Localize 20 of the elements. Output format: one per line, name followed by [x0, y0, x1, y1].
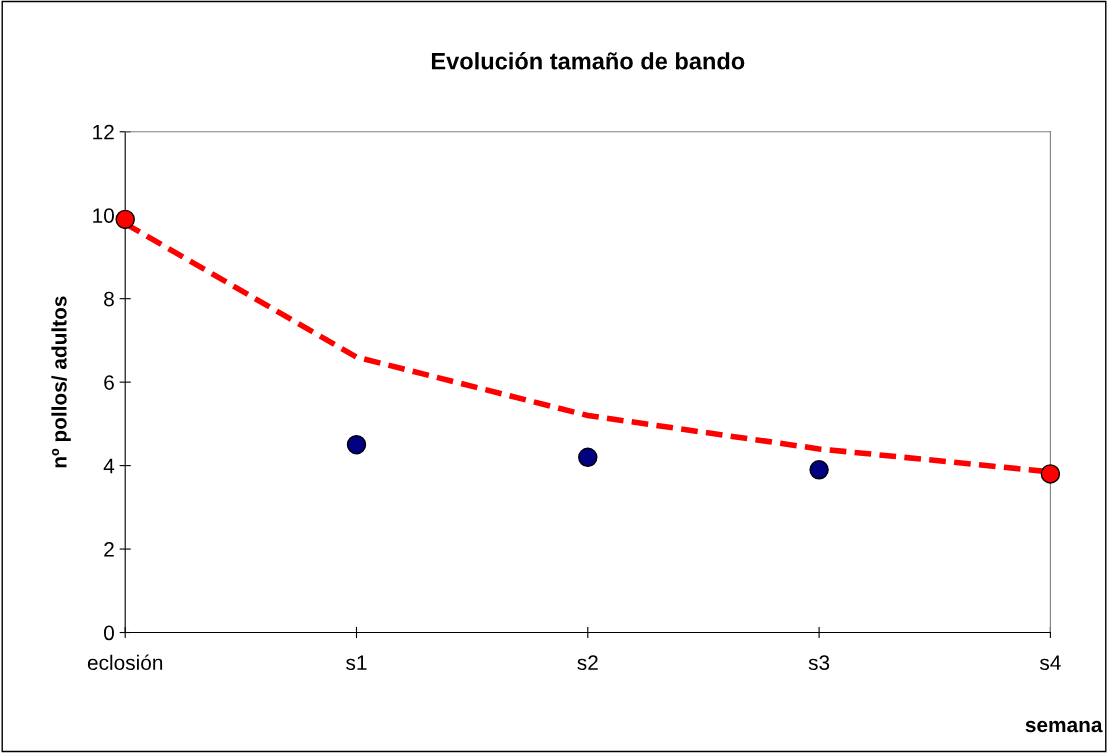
x-tick-label: s3 — [808, 655, 830, 671]
point — [346, 435, 367, 455]
x-tick-label: eclosión — [87, 654, 163, 671]
point — [809, 460, 829, 480]
chart-title: Evolución tamaño de bando — [431, 51, 745, 70]
x-tick-label: s2 — [577, 655, 598, 671]
x-tick-label: s1 — [346, 655, 367, 671]
y-axis-title: nº pollos/ adultos — [51, 296, 71, 468]
y-tick-label: 0 — [104, 625, 114, 641]
point — [115, 209, 135, 230]
point — [578, 447, 598, 467]
point — [1040, 464, 1061, 484]
x-tick-label: s4 — [1039, 655, 1061, 671]
y-tick-label: 6 — [104, 375, 114, 390]
y-tick-label: 12 — [93, 124, 114, 140]
x-axis-title: semana — [1025, 720, 1103, 733]
y-tick-label: 10 — [93, 208, 114, 223]
y-tick-label: 2 — [104, 542, 114, 557]
y-tick-label: 8 — [104, 291, 114, 307]
y-tick-label: 4 — [103, 458, 115, 474]
